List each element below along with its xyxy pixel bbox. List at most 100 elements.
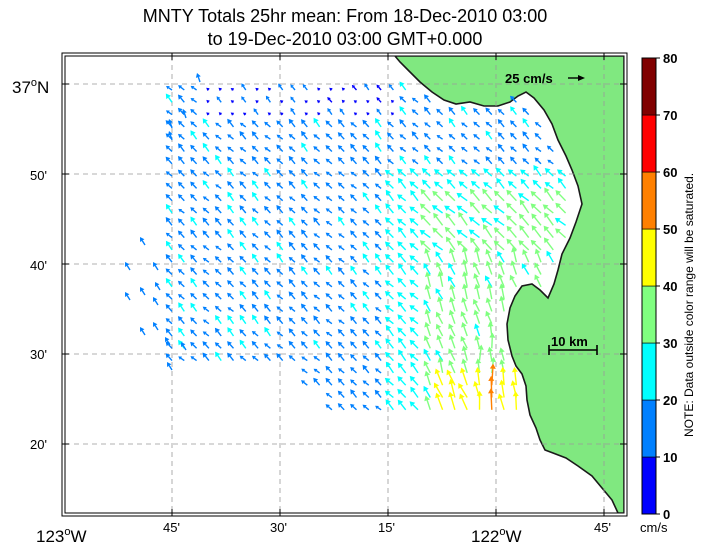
current-vector [214,217,222,226]
current-vector [485,121,493,128]
current-vector [374,193,382,202]
current-vector [239,216,247,226]
current-vector [264,257,271,263]
current-vector [497,132,505,140]
current-vector [388,84,394,91]
current-vector [544,187,554,202]
current-vector [374,118,382,128]
current-vector [409,265,419,275]
current-vector [165,304,173,312]
current-vector [350,156,358,165]
current-vector [458,211,468,226]
current-vector [325,182,333,189]
current-vector [251,131,259,140]
x-label-30: 30' [270,520,287,535]
current-vector [327,96,333,103]
current-vector [375,129,382,140]
current-vector [448,106,456,116]
current-vector [350,353,358,362]
current-vector [512,391,519,410]
current-vector [385,361,394,374]
current-vector [313,233,321,239]
current-vector [264,289,271,300]
current-vector [384,290,394,300]
current-vector [290,96,296,103]
current-vector [409,401,419,411]
current-vector [313,158,321,165]
current-vector [488,388,495,410]
current-vector [384,305,394,312]
current-vector [375,265,382,275]
current-vector [376,97,382,103]
current-vector [276,268,284,276]
current-vector [386,144,394,152]
current-vector [301,142,308,152]
current-vector [202,331,210,337]
current-vector [448,117,456,128]
current-vector [227,327,235,337]
current-vector [214,268,222,276]
current-vector [509,120,517,128]
current-vector [397,399,407,411]
distance-scale-bar [548,345,598,355]
current-vector [290,107,296,115]
current-vector [534,274,542,288]
current-vector [350,403,357,411]
current-vector [337,352,345,362]
current-vector [276,344,284,349]
current-vector [276,229,284,239]
current-vector [227,267,235,275]
current-vector [227,280,235,288]
current-vector [385,189,394,202]
current-vector [542,204,554,214]
current-vector [448,391,456,410]
current-vector [506,225,517,239]
current-vector [227,134,234,140]
current-vector [419,229,431,239]
current-vector [447,275,456,288]
current-vector [409,168,419,177]
current-vector [398,349,407,361]
current-vector [469,201,481,214]
current-vector [385,264,394,275]
current-vector [337,403,345,411]
current-vector [385,338,394,349]
current-vector [190,292,198,300]
current-vector [214,342,222,349]
current-vector [362,241,370,251]
current-vector [556,169,567,177]
current-vector [461,259,468,275]
current-vector [409,317,419,325]
current-vector [399,147,407,153]
current-vector [178,327,185,337]
current-vector [190,108,198,116]
current-vector [251,330,259,337]
current-vector [532,179,542,189]
current-vector [520,169,530,177]
current-vector [522,118,530,128]
current-vector [177,133,185,140]
current-vector [424,155,431,165]
current-vector [202,341,210,349]
current-vector [337,305,345,312]
current-vector [165,268,173,276]
current-vector [397,327,407,337]
current-vector [544,212,554,226]
current-vector [288,146,296,153]
current-vector [337,156,345,165]
current-vector [384,169,394,177]
current-vector [384,377,394,386]
current-vector [325,133,333,140]
current-vector [470,180,480,189]
current-vector [530,239,542,251]
current-vector [432,227,444,239]
current-vector [423,262,431,275]
colorbar-swatch [641,228,657,287]
current-vector [350,341,358,349]
current-vector [461,246,468,263]
current-vector [338,216,345,226]
x-label-123w: 123oW [36,526,87,546]
current-vector [409,339,419,349]
current-vector [499,295,505,312]
current-vector [227,218,235,226]
